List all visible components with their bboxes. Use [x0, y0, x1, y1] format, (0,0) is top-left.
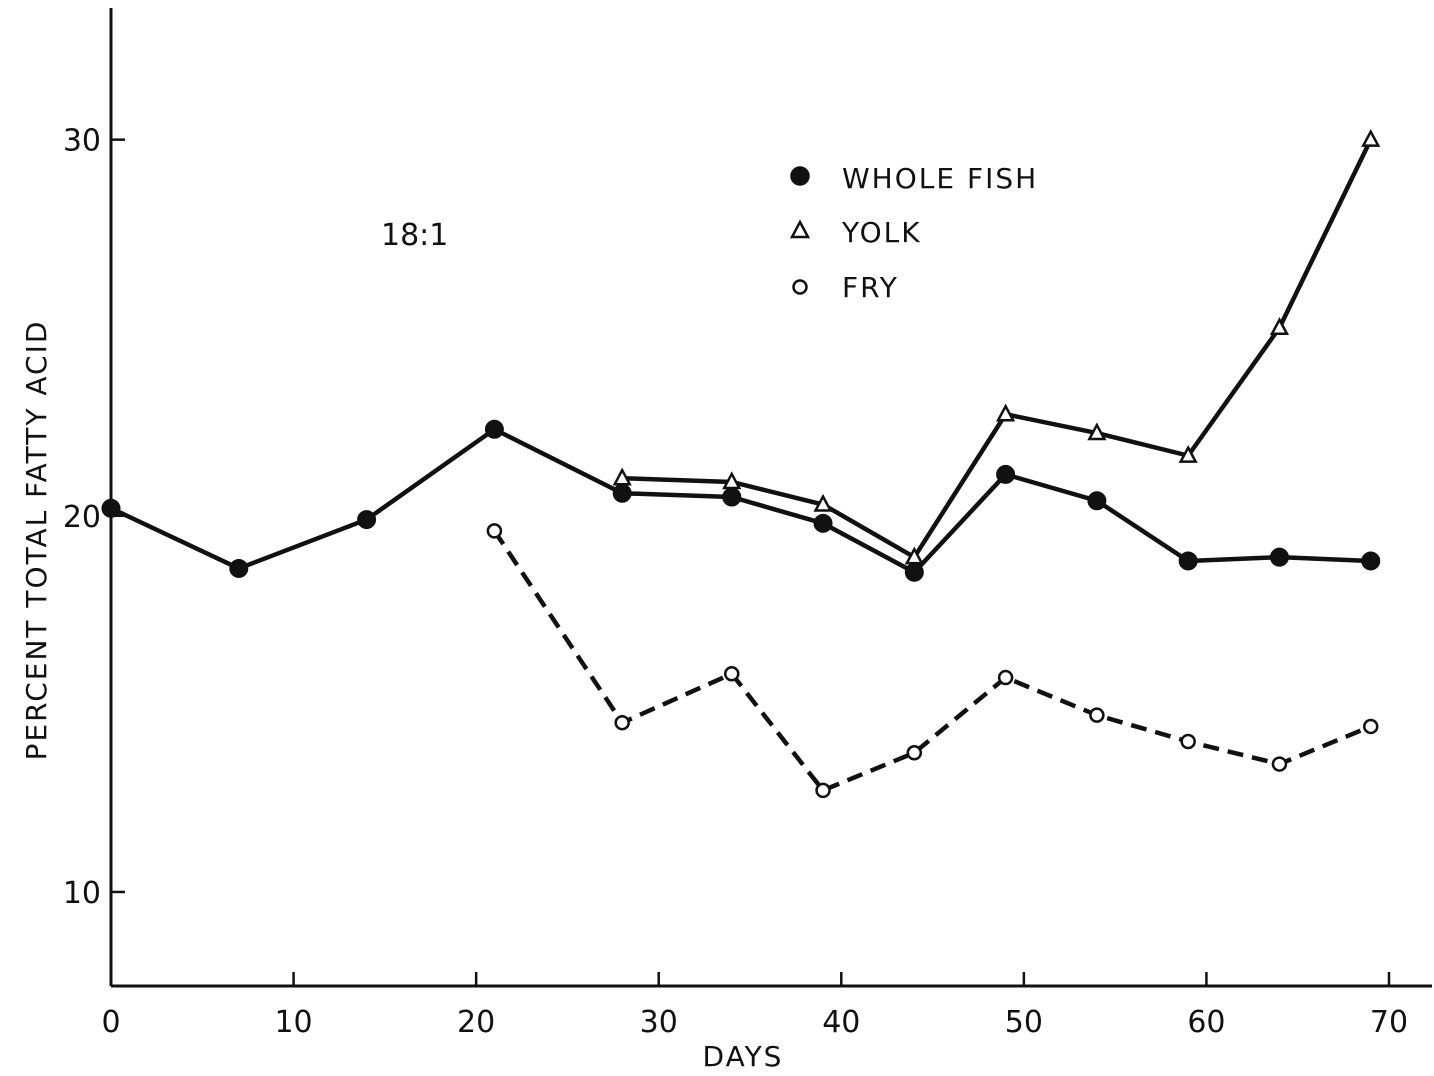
data-point-yolk [1178, 444, 1198, 463]
series-line-fry [492, 529, 1372, 793]
data-point-whole-fish [904, 562, 924, 582]
data-point-whole-fish [1087, 491, 1107, 511]
data-point-whole-fish [1361, 551, 1381, 571]
data-point-whole-fish [996, 464, 1016, 484]
chart-annotation: 18:1 [381, 218, 448, 253]
y-axis-label: PERCENT TOTAL FATTY ACID [20, 320, 53, 761]
data-point-fry [1271, 756, 1288, 772]
data-point-whole-fish [813, 513, 833, 533]
x-tick-label: 40 [822, 1005, 860, 1040]
x-tick-label: 50 [1005, 1005, 1043, 1040]
ticks: 0 10 20 30 40 50 60 70 10 20 30 [63, 124, 1408, 1040]
legend-item-yolk: YOLK [789, 216, 922, 249]
data-point-whole-fish [1269, 547, 1289, 567]
x-tick-label: 20 [457, 1005, 495, 1040]
data-point-fry [1362, 718, 1379, 735]
data-point-whole-fish [484, 419, 504, 439]
data-point-whole-fish [612, 483, 632, 503]
data-point-yolk [1269, 317, 1290, 335]
axes [109, 8, 1432, 988]
legend: WHOLE FISH YOLK FRY [789, 162, 1038, 304]
data-point-fry [815, 782, 831, 799]
data-point-whole-fish [1178, 551, 1198, 571]
y-tick-label: 20 [63, 500, 101, 535]
data-point-fry [723, 666, 740, 682]
data-point-yolk [722, 471, 742, 490]
data-point-fry [906, 745, 923, 761]
data-point-yolk [612, 467, 632, 486]
legend-item-fry: FRY [792, 271, 899, 304]
x-tick-label: 10 [274, 1005, 312, 1040]
x-tick-label: 0 [101, 1005, 120, 1040]
legend-item-whole-fish: WHOLE FISH [790, 162, 1038, 195]
data-point-fry [614, 714, 630, 731]
x-tick-label: 60 [1187, 1005, 1225, 1040]
data-point-yolk [1087, 422, 1107, 441]
legend-label-yolk: YOLK [841, 216, 922, 249]
legend-label-fry: FRY [842, 271, 899, 304]
series-line-whole-fish [110, 427, 1371, 575]
x-tick-label: 30 [640, 1005, 678, 1040]
x-tick-label: 70 [1370, 1005, 1408, 1040]
data-point-fry [486, 523, 503, 539]
data-point-fry [1180, 733, 1196, 750]
y-tick-label: 10 [63, 876, 101, 911]
y-tick-label: 30 [63, 124, 101, 159]
legend-marker-yolk [789, 219, 811, 239]
legend-label-whole-fish: WHOLE FISH [842, 162, 1038, 195]
data-point-fry [997, 669, 1014, 686]
data-point-whole-fish [229, 558, 249, 578]
data-point-whole-fish [101, 498, 121, 518]
data-point-fry [1089, 707, 1105, 723]
data-point-yolk [813, 493, 833, 512]
data-point-yolk [1361, 129, 1381, 147]
data-point-yolk [996, 403, 1016, 422]
x-axis-label: DAYS [703, 1040, 784, 1073]
data-point-yolk [904, 546, 924, 565]
data-point-whole-fish [722, 487, 742, 507]
data-point-whole-fish [357, 510, 377, 530]
legend-marker-whole-fish [790, 166, 810, 186]
series-lines [110, 138, 1373, 793]
legend-marker-fry [792, 279, 808, 295]
series-markers [101, 129, 1381, 799]
